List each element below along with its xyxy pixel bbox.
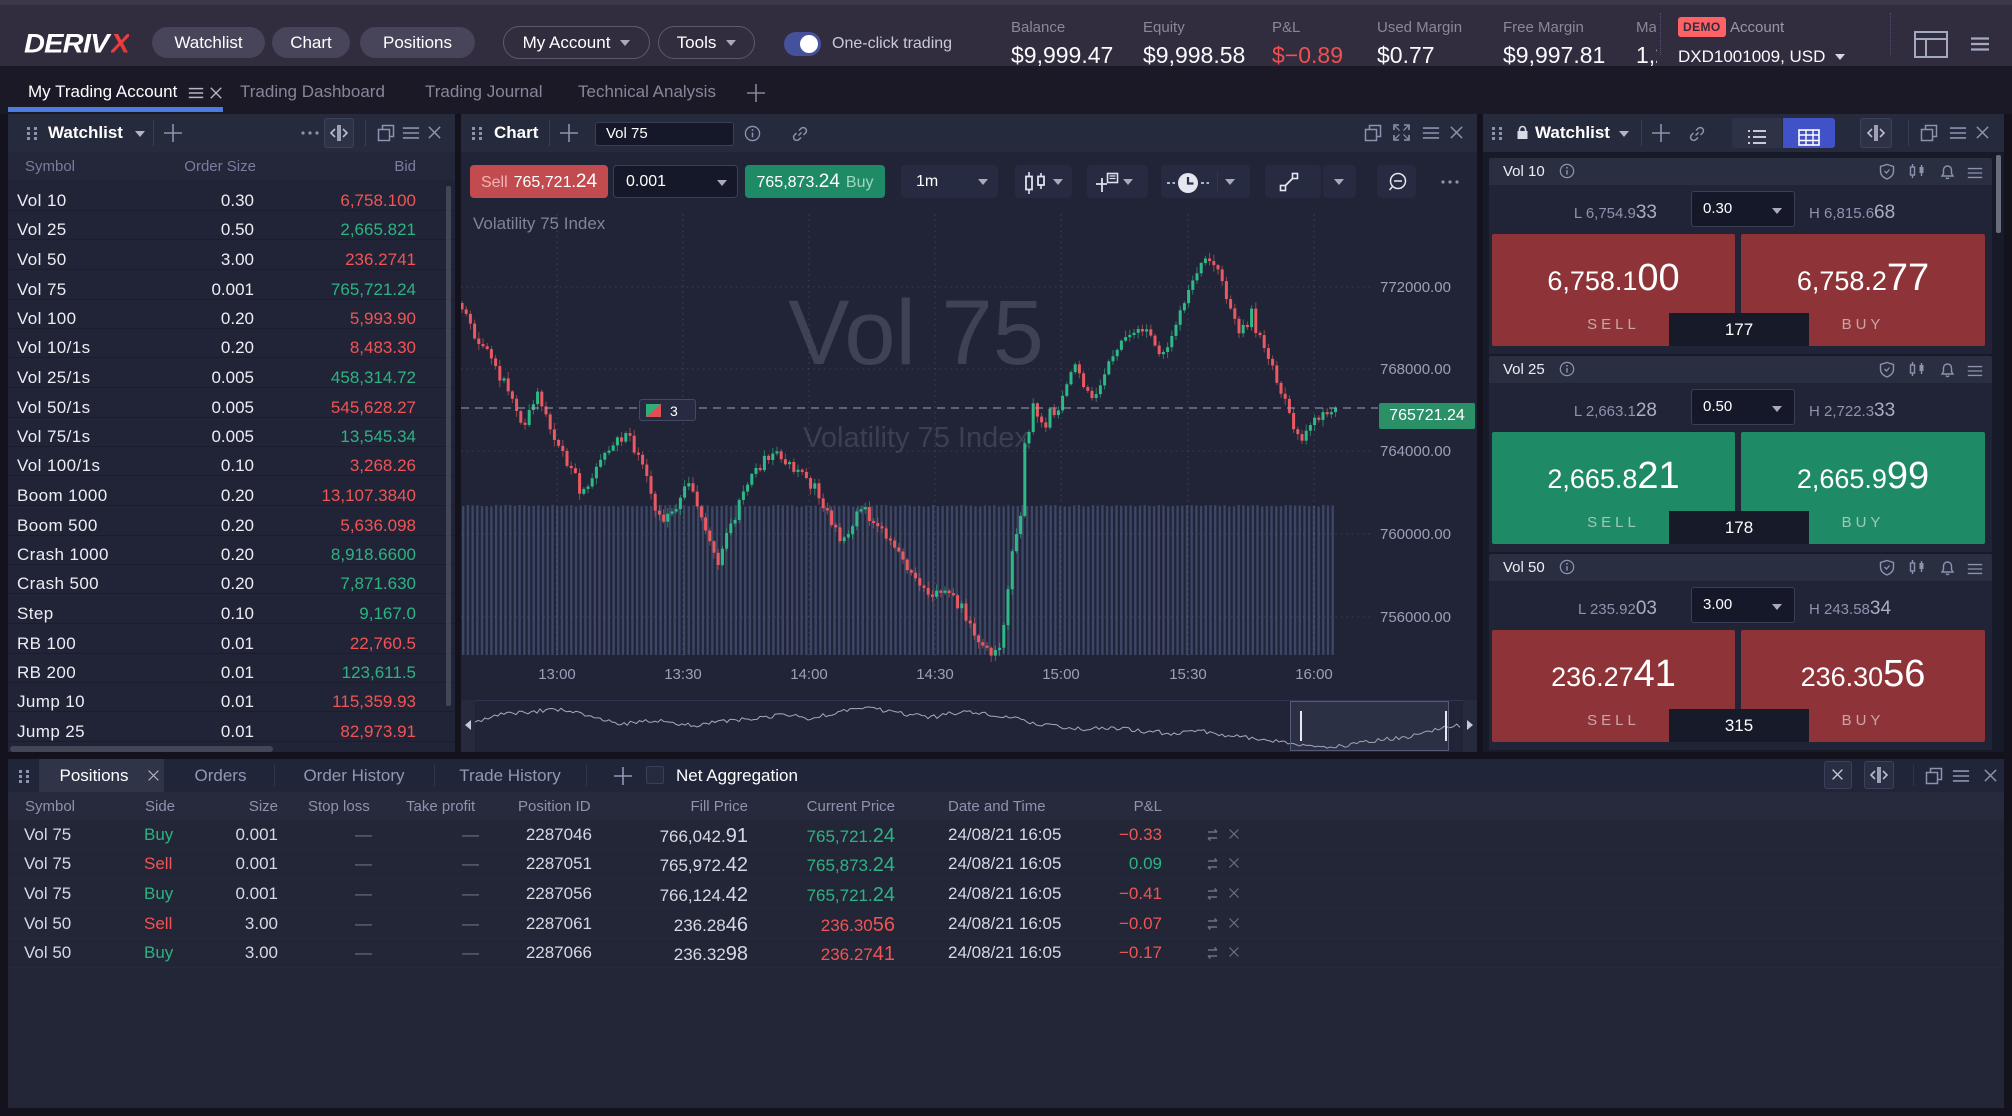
- svg-text:Volatility 75 Index: Volatility 75 Index: [803, 422, 1029, 454]
- svg-text:Vol 75: Vol 75: [788, 282, 1044, 384]
